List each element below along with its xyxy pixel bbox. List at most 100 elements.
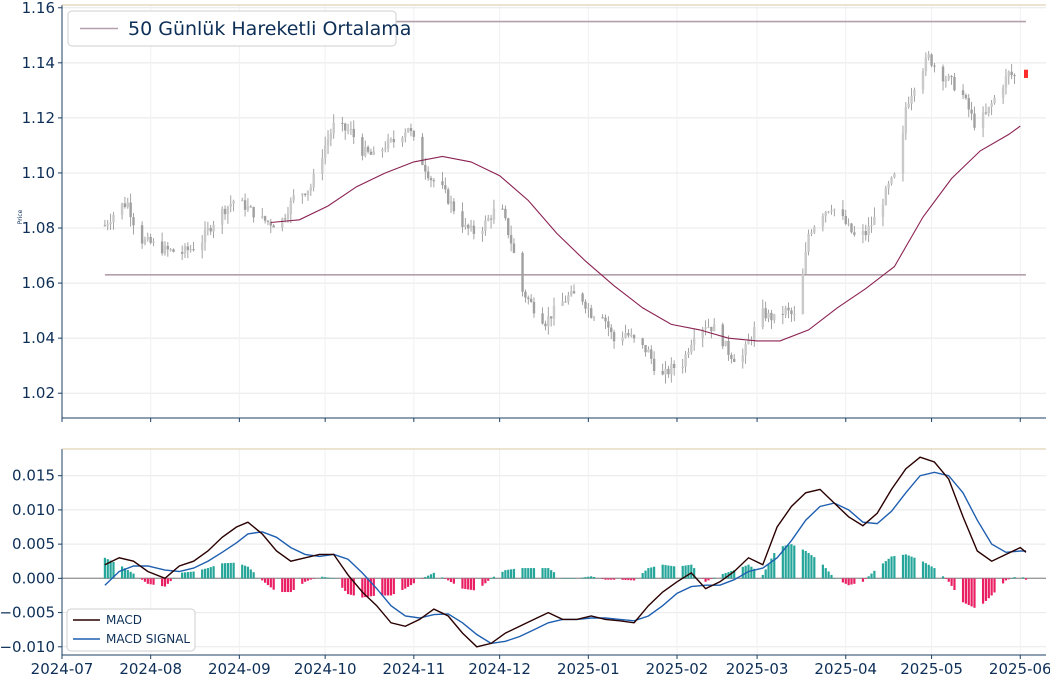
macd-histogram-bar xyxy=(901,554,905,579)
macd-histogram-bar xyxy=(850,578,853,585)
macd-histogram-bar xyxy=(169,578,172,582)
macd-histogram-bar xyxy=(132,573,135,579)
candle-body xyxy=(664,368,667,375)
macd-histogram-bar xyxy=(441,577,444,579)
legend-ma-label: 50 Günlük Hareketli Ortalama xyxy=(128,18,411,40)
macd-histogram-bar xyxy=(701,578,704,579)
candle-body xyxy=(352,128,355,138)
candle-body xyxy=(203,230,207,243)
macd-histogram-bar xyxy=(1004,578,1008,581)
macd-histogram-bar xyxy=(570,578,573,579)
candle-body xyxy=(610,327,613,333)
macd-histogram-bar xyxy=(581,577,584,579)
macd-histogram-bar xyxy=(604,578,607,580)
macd-histogram-bar xyxy=(810,555,813,579)
candle-body xyxy=(552,305,556,319)
macd-histogram-bar xyxy=(152,578,155,585)
candle-body xyxy=(730,354,733,359)
macd-histogram-bar xyxy=(112,561,115,579)
macd-histogram-bar xyxy=(229,562,232,579)
candle-body xyxy=(632,335,636,339)
candle-body xyxy=(146,236,150,240)
macd-histogram-bar xyxy=(684,565,687,579)
candle-body xyxy=(824,211,827,216)
macd-histogram-bar xyxy=(704,578,707,582)
macd-histogram-bar xyxy=(487,578,490,581)
macd-histogram-bar xyxy=(232,562,235,579)
macd-histogram-bar xyxy=(1024,578,1028,580)
macd-histogram-bar xyxy=(149,578,152,585)
candle-body xyxy=(123,203,127,208)
macd-histogram-bar xyxy=(301,578,304,584)
candle-body xyxy=(850,223,853,233)
candle-body xyxy=(524,291,527,298)
candle-body xyxy=(283,218,287,220)
date-x-tick-label: 2024-07 xyxy=(31,660,94,678)
candle-body xyxy=(106,224,109,226)
macd-histogram-bar xyxy=(913,557,916,579)
candle-body xyxy=(529,298,533,302)
macd-histogram-bar xyxy=(667,565,670,579)
candle-body xyxy=(1010,71,1013,76)
candle-body xyxy=(690,344,693,353)
candle-body xyxy=(873,216,876,226)
macd-histogram-bar xyxy=(286,578,290,593)
macd-histogram-bar xyxy=(524,568,527,579)
candle-body xyxy=(269,221,273,226)
candle-body xyxy=(461,211,464,227)
candle-body xyxy=(827,211,830,213)
macd-histogram-bar xyxy=(252,572,255,579)
candle-body xyxy=(143,239,147,244)
macd-histogram-bar xyxy=(404,578,407,589)
candle-body xyxy=(584,301,587,309)
macd-histogram-bar xyxy=(366,578,370,597)
macd-histogram-bar xyxy=(161,578,164,587)
macd-histogram-bar xyxy=(641,573,644,579)
price-y-tick-label: 1.02 xyxy=(22,384,55,402)
macd-histogram-bar xyxy=(821,564,824,579)
macd-histogram-bar xyxy=(246,566,250,579)
candle-body xyxy=(372,151,375,155)
macd-histogram-bar xyxy=(592,576,596,579)
candle-body xyxy=(492,208,496,220)
candle-body xyxy=(343,123,347,131)
candle-body xyxy=(567,295,570,302)
macd-histogram-bar xyxy=(484,578,487,584)
macd-histogram-bar xyxy=(166,578,169,584)
candle-body xyxy=(747,340,750,345)
candle-body xyxy=(681,366,684,369)
macd-histogram-bar xyxy=(461,578,464,589)
macd-y-tick-label: 0.015 xyxy=(12,467,55,485)
candle-body xyxy=(169,249,172,251)
candle-body xyxy=(870,225,873,227)
macd-histogram-bar xyxy=(961,578,965,603)
candle-body xyxy=(589,308,593,318)
candle-body xyxy=(186,246,190,251)
candle-body xyxy=(707,326,710,328)
macd-histogram-bar xyxy=(183,572,187,579)
candle-body xyxy=(509,234,513,244)
candle-body xyxy=(910,95,913,104)
candle-body xyxy=(172,249,175,252)
candle-body xyxy=(844,216,847,224)
macd-histogram-bar xyxy=(304,578,307,582)
candle-body xyxy=(487,218,490,221)
macd-histogram-bar xyxy=(329,577,332,579)
candle-body xyxy=(601,317,604,319)
macd-histogram-bar xyxy=(389,578,393,596)
macd-histogram-bar xyxy=(893,556,896,579)
candle-body xyxy=(867,225,870,236)
candle-body xyxy=(587,308,590,310)
macd-histogram-bar xyxy=(509,569,513,579)
candle-body xyxy=(446,189,450,204)
candle-body xyxy=(741,355,744,362)
macd-y-tick-label: 0.005 xyxy=(12,535,55,553)
macd-histogram-bar xyxy=(653,566,656,579)
candle-body xyxy=(286,214,290,219)
candle-body xyxy=(112,214,115,223)
macd-histogram-bar xyxy=(429,574,433,579)
macd-histogram-bar xyxy=(272,578,275,590)
macd-histogram-bar xyxy=(624,578,627,580)
candle-body xyxy=(841,209,845,217)
candle-body xyxy=(166,245,170,250)
